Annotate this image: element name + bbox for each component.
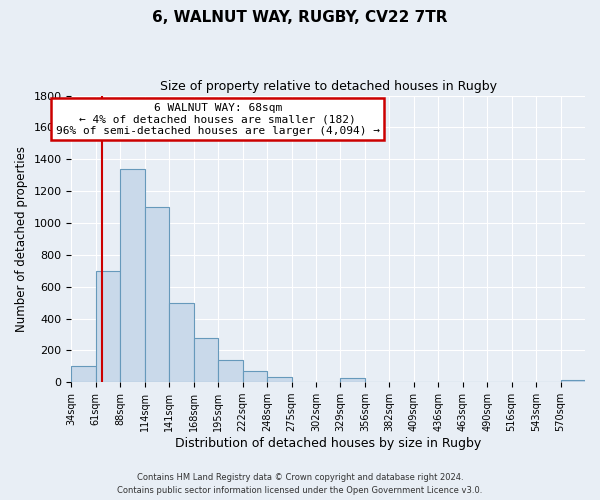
Bar: [340, 378, 365, 382]
Text: 6 WALNUT WAY: 68sqm
← 4% of detached houses are smaller (182)
96% of semi-detach: 6 WALNUT WAY: 68sqm ← 4% of detached hou…: [56, 102, 380, 136]
Bar: [218, 360, 242, 382]
Bar: [560, 380, 585, 382]
Bar: [169, 302, 194, 382]
Bar: [194, 338, 218, 382]
Bar: [145, 207, 169, 382]
Bar: [267, 378, 292, 382]
Bar: [121, 169, 145, 382]
X-axis label: Distribution of detached houses by size in Rugby: Distribution of detached houses by size …: [175, 437, 481, 450]
Bar: [96, 270, 121, 382]
Y-axis label: Number of detached properties: Number of detached properties: [15, 146, 28, 332]
Text: 6, WALNUT WAY, RUGBY, CV22 7TR: 6, WALNUT WAY, RUGBY, CV22 7TR: [152, 10, 448, 25]
Bar: [71, 366, 96, 382]
Title: Size of property relative to detached houses in Rugby: Size of property relative to detached ho…: [160, 80, 497, 93]
Text: Contains HM Land Registry data © Crown copyright and database right 2024.
Contai: Contains HM Land Registry data © Crown c…: [118, 474, 482, 495]
Bar: [242, 371, 267, 382]
